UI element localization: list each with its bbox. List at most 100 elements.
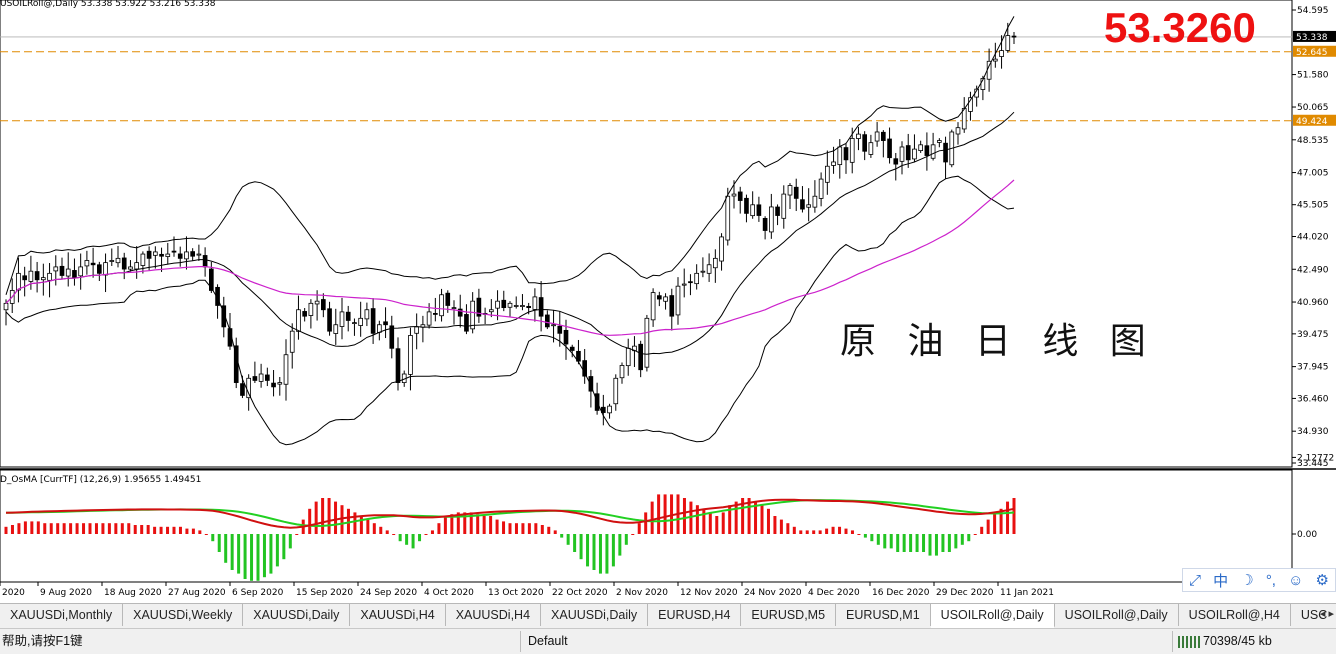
candle-body	[781, 193, 787, 219]
osma-bar	[495, 519, 499, 534]
chart-tab[interactable]: EURUSD,M1	[836, 604, 931, 626]
candle-body	[41, 277, 46, 281]
time-tick-label: 2 Nov 2020	[616, 588, 668, 598]
chart-canvas[interactable]: USOILRoll@,Daily 53.338 53.922 53.216 53…	[0, 0, 1336, 603]
settings-icon[interactable]: ⚙	[1315, 572, 1329, 589]
osma-bar	[670, 494, 674, 534]
chart-tab[interactable]: XAUUSDi,Daily	[541, 604, 649, 626]
osma-bar	[30, 521, 34, 534]
osma-bar	[902, 534, 906, 552]
candle-body	[744, 197, 749, 214]
candle-body	[34, 271, 40, 281]
candle-body	[115, 257, 121, 264]
osma-bar	[825, 528, 829, 534]
punctuation-icon[interactable]: °,	[1265, 571, 1276, 589]
osma-bar	[430, 530, 434, 534]
osma-bar	[321, 498, 325, 534]
osma-bar	[185, 528, 189, 534]
price-tick-label: 40.960	[1297, 298, 1329, 308]
osma-bar	[534, 523, 538, 534]
tab-scroll-arrows[interactable]: ◂ ▸	[1319, 608, 1334, 620]
osma-bar	[437, 523, 441, 534]
osma-bar	[883, 534, 887, 549]
candle-body	[545, 314, 550, 328]
candle-body	[184, 251, 189, 260]
moon-icon[interactable]: ☽	[1240, 572, 1254, 589]
osma-bar	[818, 530, 822, 534]
chart-tab-active[interactable]: USOILRoll@,Daily	[930, 604, 1055, 628]
candle-body	[283, 354, 289, 385]
chart-tab[interactable]: XAUUSDi,Weekly	[123, 604, 244, 626]
candle-body	[663, 296, 668, 302]
candle-body	[905, 145, 911, 161]
candle-body	[439, 294, 444, 317]
price-title-overlay: 53.3260	[1104, 4, 1256, 51]
candle-body	[893, 158, 899, 165]
candle-body	[265, 374, 270, 381]
candle-body	[731, 193, 737, 197]
chart-tab[interactable]: USOILRoll@,Daily	[1055, 604, 1179, 626]
osma-bar	[243, 534, 247, 579]
candle-body	[725, 195, 731, 241]
osma-bar	[573, 534, 577, 552]
candle-body	[638, 343, 643, 371]
connection-bars-icon	[1178, 635, 1200, 648]
price-panel: USOILRoll@,Daily 53.338 53.922 53.216 53…	[0, 0, 1336, 470]
osma-bar	[611, 534, 615, 567]
osma-bar	[49, 523, 53, 534]
candle-body	[109, 260, 115, 262]
osma-bar	[36, 521, 40, 534]
candle-body	[271, 382, 276, 388]
time-tick-label: 13 Oct 2020	[488, 588, 544, 598]
candle-body	[607, 405, 612, 414]
osma-bar	[637, 523, 641, 534]
ime-toolbar: ⤢ 中 ☽ °, ☺ ⚙	[1182, 568, 1336, 592]
chart-tab[interactable]: XAUUSDi,Daily	[243, 604, 351, 626]
moving-average-line	[5, 179, 1015, 336]
osma-bar	[844, 528, 848, 534]
chart-tab[interactable]: USC	[1291, 604, 1336, 626]
candle-body	[289, 330, 295, 353]
candle-body	[128, 266, 133, 270]
osma-bar	[469, 512, 473, 534]
osma-bar	[405, 534, 409, 545]
osma-bar	[508, 523, 512, 534]
candle-body	[862, 134, 867, 152]
osma-bar	[786, 523, 790, 534]
osma-bar	[23, 521, 27, 534]
candle-body	[209, 268, 214, 291]
osma-bar	[805, 530, 809, 534]
chart-tab[interactable]: XAUUSDi,Monthly	[0, 604, 124, 626]
chart-tab[interactable]: USOILRoll@,H4	[1179, 604, 1291, 626]
osma-bar	[889, 534, 893, 549]
candle-body	[47, 272, 52, 281]
candle-body	[377, 324, 382, 333]
osma-bar	[779, 519, 783, 534]
chinese-input-icon[interactable]: 中	[1213, 572, 1229, 590]
candle-body	[588, 376, 594, 392]
osma-bar	[598, 534, 602, 574]
chart-tab[interactable]: EURUSD,M5	[741, 604, 837, 626]
chart-tab[interactable]: XAUUSDi,H4	[446, 604, 542, 626]
chart-tab[interactable]: XAUUSDi,H4	[350, 604, 446, 626]
fit-icon[interactable]: ⤢	[1189, 571, 1202, 589]
osma-bar	[728, 505, 732, 534]
user-icon[interactable]: ☺	[1288, 571, 1304, 589]
time-tick-label: 29 Dec 2020	[936, 588, 994, 598]
osma-bar	[553, 530, 557, 534]
chart-tab[interactable]: EURUSD,H4	[648, 604, 742, 626]
candle-body	[937, 140, 942, 143]
candle-body	[358, 317, 363, 326]
time-tick-label: 11 Jan 2021	[1000, 588, 1054, 598]
candle-body	[887, 138, 892, 159]
candle-body	[769, 206, 774, 233]
candle-body	[103, 262, 108, 276]
osma-bar	[366, 519, 370, 534]
candle-body	[426, 311, 432, 326]
osma-bar	[960, 534, 964, 545]
osma-bar	[217, 534, 221, 552]
osma-bar	[876, 534, 880, 545]
candle-body	[495, 300, 500, 309]
osma-bar	[114, 523, 118, 534]
